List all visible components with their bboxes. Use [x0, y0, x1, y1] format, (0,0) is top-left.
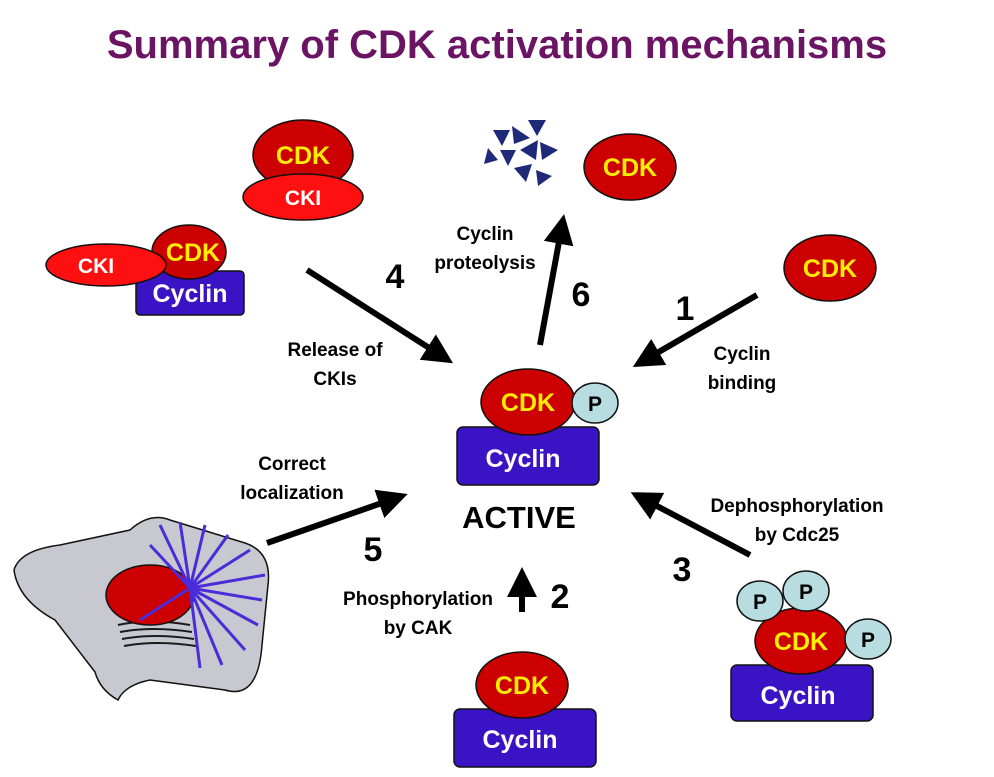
- cdk-label: CDK: [276, 142, 330, 170]
- cdk-oval: [783, 234, 877, 302]
- cki-cdk-cyclin-complex: Cyclin CDK CKI: [45, 224, 245, 316]
- cdk-label: CDK: [603, 154, 657, 182]
- phosphate-label: P: [753, 591, 767, 614]
- step-6-number: 6: [572, 276, 591, 314]
- cyclin-label: Cyclin: [760, 682, 835, 710]
- step-1-caption-line2: binding: [708, 373, 777, 394]
- cdk-oval: [475, 651, 569, 719]
- phospho-cdk-cyclin-complex: Cyclin CDK P P P: [730, 570, 892, 722]
- arrow-localization: [266, 489, 408, 546]
- phosphate-label: P: [861, 629, 875, 652]
- phosphate-oval: [844, 618, 892, 660]
- arrow-proteolysis: [537, 214, 574, 346]
- phosphate-label: P: [799, 581, 813, 604]
- step-6-caption-line2: proteolysis: [434, 253, 535, 274]
- phosphate-oval: [571, 382, 619, 424]
- step-3-caption-line1: Dephosphorylation: [710, 496, 883, 517]
- cdk-label: CDK: [803, 255, 857, 283]
- step-5-caption-line1: Correct: [258, 454, 326, 475]
- cki-oval: [45, 243, 167, 287]
- step-2-caption-line2: by CAK: [384, 618, 453, 639]
- cyclin-label: Cyclin: [482, 726, 557, 754]
- step-4-number: 4: [386, 258, 405, 296]
- step-4-caption-line2: CKIs: [313, 369, 356, 390]
- cyclin-fragments-icon: [484, 120, 558, 186]
- step-3-caption-line2: by Cdc25: [755, 525, 840, 546]
- cyclin-label: Cyclin: [152, 280, 227, 308]
- arrow-dephosphorylation: [630, 492, 752, 558]
- cdk-label: CDK: [774, 628, 828, 656]
- cdk-cyclin-complex: Cyclin CDK: [453, 651, 597, 768]
- step-1-number: 1: [676, 290, 695, 328]
- cdk-oval: [583, 133, 677, 201]
- cdk-label: CDK: [166, 239, 220, 267]
- arrow-cyclin-binding: [632, 292, 759, 368]
- step-2-number: 2: [551, 578, 570, 616]
- step-1-caption-line1: Cyclin: [713, 344, 770, 365]
- step-4-caption-line1: Release of: [287, 340, 383, 361]
- cdk-label: CDK: [495, 672, 549, 700]
- phosphate-oval: [782, 570, 830, 612]
- cki-label: CKI: [285, 187, 321, 210]
- free-cdk-right: CDK: [783, 234, 877, 302]
- arrow-release-ckis: [305, 267, 454, 364]
- arrows: [266, 214, 759, 612]
- cki-label: CKI: [78, 255, 114, 278]
- cdk-cki-complex: CDK CKI: [242, 119, 364, 221]
- phosphate-oval: [736, 580, 784, 622]
- free-cdk-top: CDK: [583, 133, 677, 201]
- step-2-caption-line1: Phosphorylation: [343, 589, 493, 610]
- active-complex: Cyclin CDK P ACTIVE: [456, 368, 619, 535]
- active-label: ACTIVE: [462, 500, 576, 535]
- step-3-number: 3: [673, 551, 692, 589]
- phosphate-label: P: [588, 393, 602, 416]
- spindle-fibers: [139, 521, 266, 669]
- step-5-caption-line2: localization: [240, 483, 343, 504]
- cdk-label: CDK: [501, 389, 555, 417]
- cell-illustration: [13, 516, 270, 702]
- cyclin-label: Cyclin: [485, 445, 560, 473]
- step-6-caption-line1: Cyclin: [456, 224, 513, 245]
- step-5-number: 5: [364, 531, 383, 569]
- page-title: Summary of CDK activation mechanisms: [107, 23, 887, 67]
- cki-oval: [242, 173, 364, 221]
